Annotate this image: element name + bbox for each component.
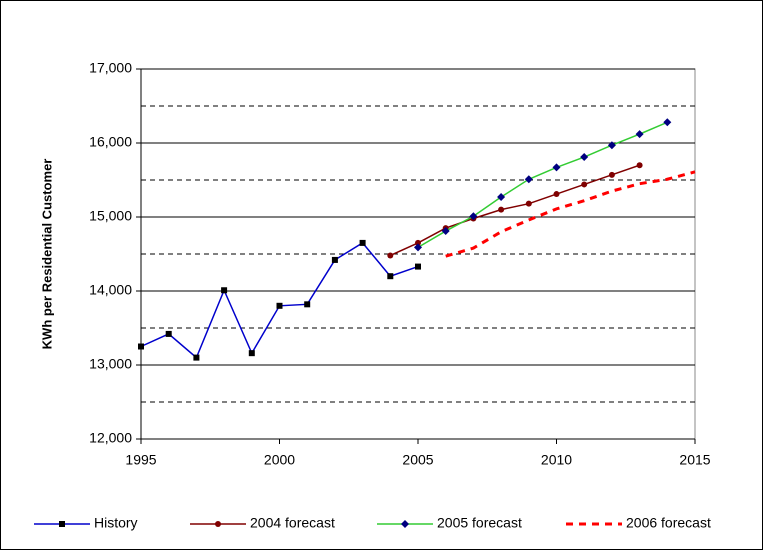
data-point (248, 350, 255, 357)
legend-label: History (94, 515, 138, 531)
data-point (636, 162, 643, 169)
data-point (414, 243, 422, 252)
y-tick-label: 15,000 (89, 208, 132, 224)
y-tick-label: 17,000 (89, 60, 132, 76)
data-point (138, 343, 144, 350)
y-tick-label: 13,000 (89, 356, 132, 372)
legend-marker (215, 521, 221, 527)
legend-marker (59, 521, 65, 527)
data-point (221, 287, 228, 294)
legend-label: 2006 forecast (626, 515, 711, 531)
data-point (469, 212, 478, 221)
series-line (417, 121, 668, 248)
data-point (441, 227, 450, 236)
data-point (635, 130, 644, 139)
data-point (552, 163, 561, 172)
x-tick-label: 2005 (402, 452, 433, 468)
data-point (193, 354, 200, 361)
data-point (580, 153, 589, 162)
x-tick-label: 2000 (264, 452, 295, 468)
data-point (387, 252, 394, 259)
x-tick-label: 2015 (679, 452, 710, 468)
data-point (581, 181, 588, 188)
y-axis-label: KWh per Residential Customer (39, 159, 54, 350)
data-point (415, 263, 421, 270)
data-point (525, 200, 532, 207)
data-point (497, 193, 506, 202)
data-point (498, 206, 505, 213)
data-point (165, 330, 172, 337)
data-point (608, 171, 615, 178)
data-point (359, 239, 366, 246)
y-tick-label: 12,000 (89, 430, 132, 446)
data-point (524, 175, 533, 184)
y-tick-label: 16,000 (89, 134, 132, 150)
data-point (331, 256, 338, 263)
data-point (607, 141, 616, 150)
series-line (445, 170, 696, 258)
series-line (389, 164, 640, 257)
x-tick-label: 1995 (125, 452, 156, 468)
data-point (276, 302, 283, 309)
data-point (415, 239, 421, 246)
legend-label: 2005 forecast (437, 515, 522, 531)
legend-marker (401, 520, 409, 528)
data-point (663, 118, 672, 127)
data-point (553, 191, 560, 198)
y-tick-label: 14,000 (89, 282, 132, 298)
data-point (304, 301, 311, 308)
legend-label: 2004 forecast (250, 515, 335, 531)
data-point (387, 273, 394, 280)
x-tick-label: 2010 (541, 452, 572, 468)
